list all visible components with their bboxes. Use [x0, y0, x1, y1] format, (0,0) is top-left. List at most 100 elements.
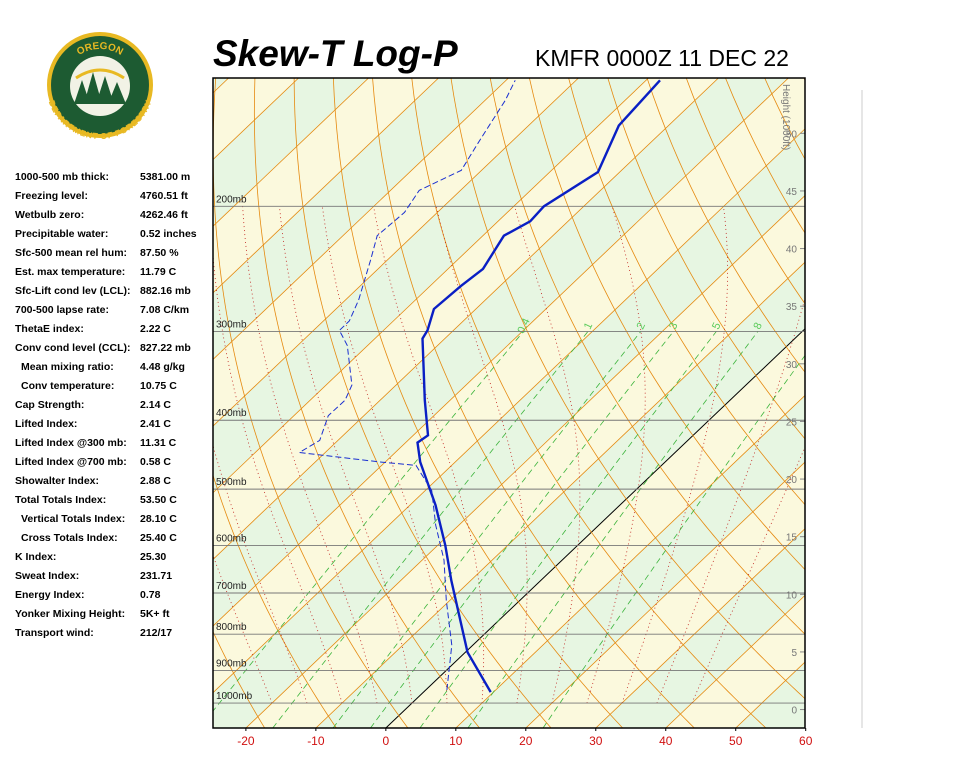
moist-adiabat — [373, 206, 485, 704]
height-tick-label: 15 — [786, 533, 798, 544]
stat-label: K Index: — [15, 551, 56, 563]
stat-label: Vertical Totals Index: — [21, 513, 125, 525]
dry-adiabat — [646, 78, 805, 373]
stat-value: 5381.00 m — [140, 171, 190, 183]
isotherm — [525, 461, 805, 728]
stat-value: 2.14 C — [140, 399, 171, 411]
mixing-ratio-label: 3 — [667, 321, 680, 332]
x-tick-label: 30 — [589, 734, 603, 748]
stat-value: 882.16 mb — [140, 285, 191, 297]
dry-adiabat — [372, 78, 695, 728]
pressure-label: 400mb — [216, 408, 247, 419]
mixing-ratio-label: 16 — [815, 318, 831, 334]
logo-top-text: OREGON — [75, 41, 125, 58]
stat-value: 0.52 inches — [140, 228, 197, 240]
pressure-label: 700mb — [216, 581, 247, 592]
x-tick-label: 50 — [729, 734, 743, 748]
height-tick-label: 40 — [786, 245, 798, 256]
stat-label: 1000-500 mb thick: — [15, 171, 109, 183]
height-axis-title: Height (1000ft) — [780, 84, 791, 150]
isotherm — [213, 78, 719, 560]
pressure-label: 300mb — [216, 319, 247, 330]
isotherm — [245, 194, 805, 728]
dry-adiabat — [922, 78, 960, 728]
stat-label: 700-500 lapse rate: — [15, 304, 109, 316]
stat-label: Sfc-Lift cond lev (LCL): — [15, 285, 131, 297]
plot-overlay: 1000mb 900mb 800mb 700mb 600mb 500mb 400mb 300m… — [216, 84, 813, 748]
chart-subtitle: KMFR 0000Z 11 DEC 22 — [535, 45, 789, 71]
x-tick-label: 60 — [799, 734, 813, 748]
plot-area: 0.4 1 2 3 5 8 16 — [213, 78, 960, 728]
stat-value: 10.75 C — [140, 380, 177, 392]
mixing-ratio-label: 1 — [582, 321, 595, 332]
mixing-ratio-label: 0.4 — [516, 317, 533, 336]
mixing-ratio-line — [272, 331, 589, 728]
dry-adiabat — [253, 78, 480, 728]
dry-adiabat — [843, 78, 960, 728]
mixing-ratio-label: 5 — [710, 321, 723, 332]
stat-value: 4760.51 ft — [140, 190, 188, 202]
mixing-ratio-line — [370, 331, 674, 728]
pressure-label: 500mb — [216, 477, 247, 488]
pressure-label: 600mb — [216, 533, 247, 544]
pressure-label: 900mb — [216, 659, 247, 670]
stat-label: Mean mixing ratio: — [21, 361, 114, 373]
temperature-band — [213, 128, 805, 728]
logo-trees — [74, 72, 126, 104]
logo: OREGON DEPARTMENT OF FORESTRY — [46, 32, 154, 141]
stat-value: 53.50 C — [140, 494, 177, 506]
stat-value: 25.40 C — [140, 532, 177, 544]
stat-label: Transport wind: — [15, 627, 94, 639]
height-tick-label: 5 — [791, 648, 797, 659]
logo-center — [70, 56, 130, 116]
isotherm — [213, 128, 805, 694]
stat-value: 7.08 C/km — [140, 304, 189, 316]
dry-adiabat — [882, 78, 960, 728]
dry-adiabat — [213, 630, 266, 728]
isotherm — [455, 394, 805, 728]
logo-top-path: OREGON — [75, 41, 125, 58]
stat-value: 5K+ ft — [140, 608, 170, 620]
dry-adiabat — [607, 78, 805, 440]
height-tick-label: 20 — [786, 475, 798, 486]
height-tick-label: 0 — [791, 706, 797, 717]
dry-adiabat — [489, 78, 805, 635]
stat-label: ThetaE index: — [15, 323, 84, 335]
pressure-label: 200mb — [216, 194, 247, 205]
x-tick-label: 40 — [659, 734, 673, 748]
stat-value: 87.50 % — [140, 247, 179, 259]
stat-value: 2.88 C — [140, 475, 171, 487]
stat-value: 4262.46 ft — [140, 209, 188, 221]
stat-value: 231.71 — [140, 570, 172, 582]
isotherm — [213, 78, 439, 294]
stat-value: 11.79 C — [140, 266, 177, 278]
mixing-ratio-label: 8 — [752, 321, 765, 332]
height-tick-label: 25 — [786, 417, 798, 428]
dry-adiabat — [411, 78, 767, 728]
chart-title: Skew-T Log-P — [213, 33, 458, 74]
temperature-line — [416, 79, 661, 693]
logo-mountain — [75, 68, 125, 80]
stat-value: 4.48 g/kg — [140, 361, 185, 373]
stat-value: 11.31 C — [140, 437, 177, 449]
isotherm — [213, 78, 649, 494]
moist-adiabat — [435, 206, 528, 704]
mixing-ratio-label: 2 — [635, 321, 648, 332]
dry-adiabat — [213, 473, 337, 728]
x-tick-label: -10 — [307, 734, 325, 748]
stat-label: Est. max temperature: — [15, 266, 125, 278]
height-tick-label: 45 — [786, 187, 798, 198]
x-tick-label: 0 — [382, 734, 389, 748]
mixing-ratio-line — [419, 331, 717, 728]
stat-value: 827.22 mb — [140, 342, 191, 354]
stat-label: Conv cond level (CCL): — [15, 342, 131, 354]
isotherm — [315, 261, 805, 728]
dewpoint-line — [297, 80, 516, 690]
pressure-label: 800mb — [216, 622, 247, 633]
pressure-label: 1000mb — [216, 691, 253, 702]
stat-value: 28.10 C — [140, 513, 177, 525]
stat-label: Cap Strength: — [15, 399, 84, 411]
stat-label: Showalter Index: — [15, 475, 99, 487]
